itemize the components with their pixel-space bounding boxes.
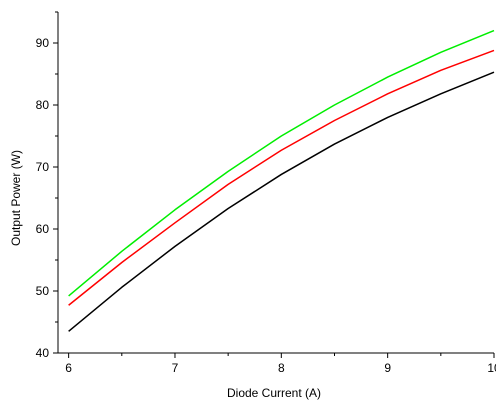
x-tick-label: 8 bbox=[278, 361, 285, 375]
chart-axes bbox=[57, 12, 494, 354]
y-tick-label: 90 bbox=[36, 36, 50, 50]
x-tick-label: 10 bbox=[487, 361, 496, 375]
chart-series bbox=[68, 29, 495, 332]
x-axis-label: Diode Current (A) bbox=[227, 386, 321, 400]
x-tick-label: 7 bbox=[172, 361, 179, 375]
y-tick-label: 80 bbox=[36, 98, 50, 112]
y-tick-label: 70 bbox=[36, 160, 50, 174]
series-line-1 bbox=[68, 29, 495, 297]
y-tick-label: 50 bbox=[36, 284, 50, 298]
x-tick-label: 6 bbox=[65, 361, 72, 375]
y-tick-label: 40 bbox=[36, 346, 50, 360]
y-axis-label: Output Power (W) bbox=[9, 150, 23, 246]
x-tick-label: 9 bbox=[384, 361, 391, 375]
chart-ticks: 6 7 8 9 10 40 50 60 70 80 90 bbox=[36, 11, 496, 375]
series-line-2 bbox=[68, 49, 495, 306]
series-line-3 bbox=[68, 71, 495, 332]
y-tick-label: 60 bbox=[36, 222, 50, 236]
